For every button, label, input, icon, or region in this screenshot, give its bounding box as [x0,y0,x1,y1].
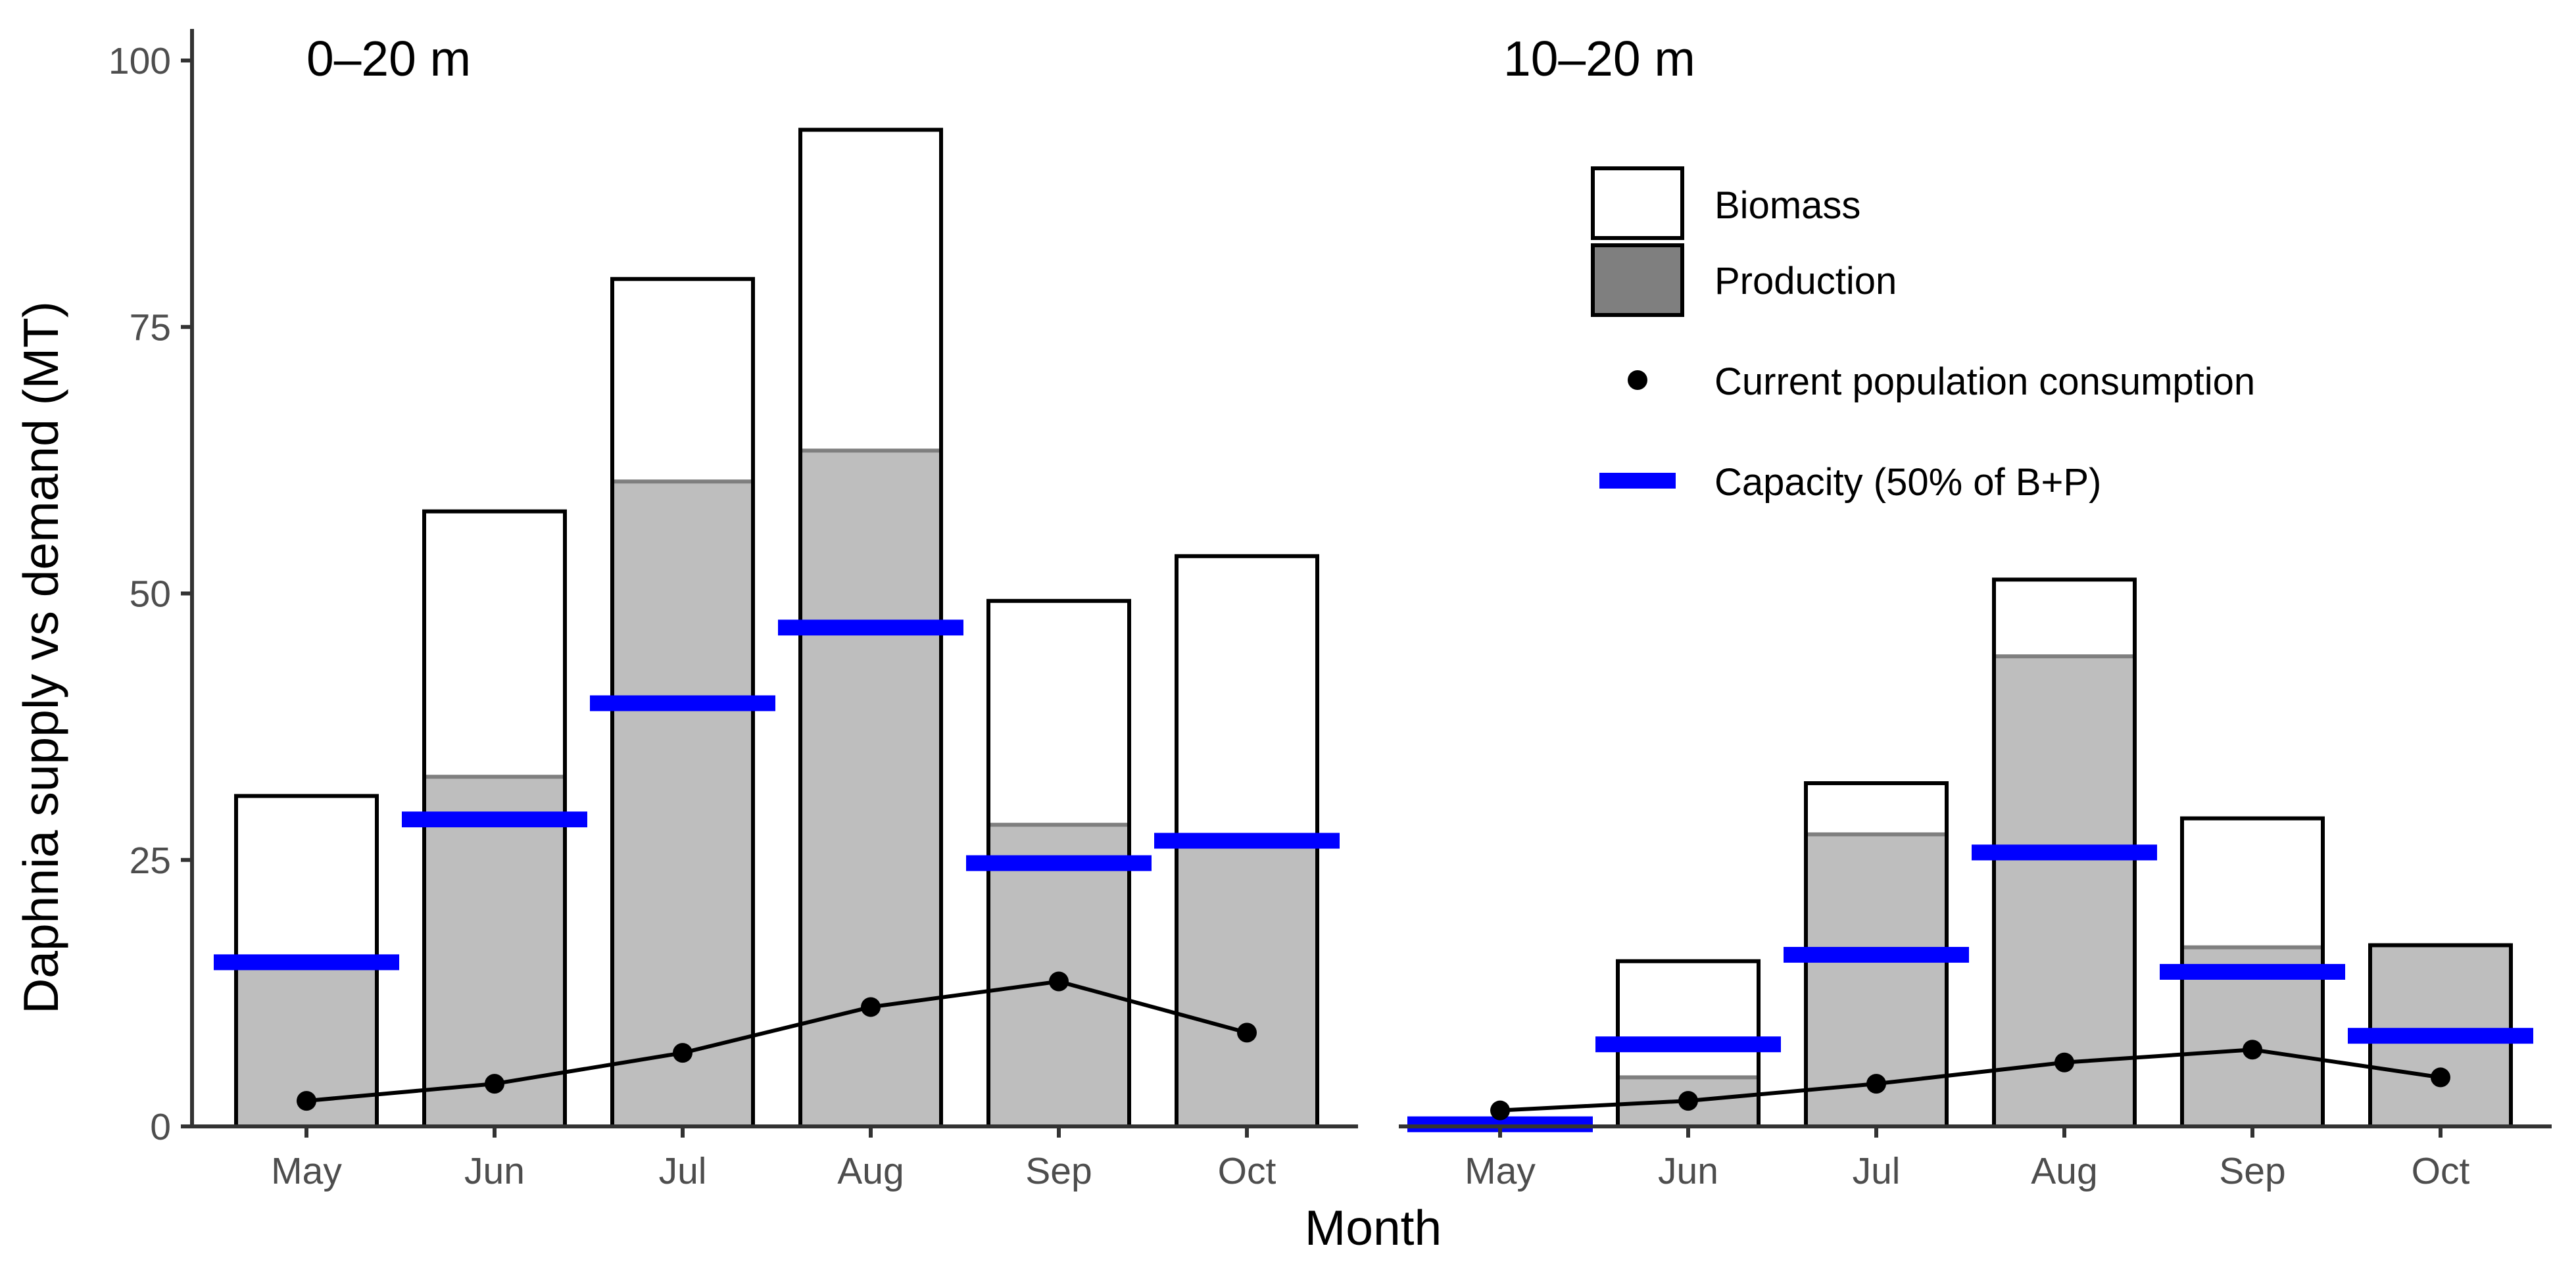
consumption-point [297,1091,316,1111]
x-tick-label: Sep [2219,1150,2285,1192]
consumption-point [2431,1067,2450,1088]
y-tick-label: 50 [130,573,171,615]
y-tick-label: 25 [130,840,171,882]
consumption-point [1237,1023,1257,1043]
x-tick-label: Aug [837,1150,904,1192]
x-tick-label: Sep [1025,1150,1092,1192]
legend: Biomass Production Current population cons… [1591,166,2255,504]
capacity-mark [2348,1028,2533,1044]
capacity-mark [402,811,587,828]
consumption-line [1499,1048,2441,1113]
consumption-point [2054,1052,2074,1072]
panel-0-to-20m: May Jun Jul Aug Sep Oct 0–20 m [186,31,1358,1192]
production-bar [800,450,941,1126]
capacity-mark [1154,832,1340,849]
x-tick-label: May [271,1150,342,1192]
x-tick-label: Oct [2412,1150,2470,1192]
capacity-mark [1595,1036,1781,1053]
consumption-point [673,1043,693,1063]
x-axis-title: Month [1305,1200,1442,1255]
legend-capacity-label: Capacity (50% of B+P) [1714,461,2101,504]
x-tick-label: Jun [1658,1150,1718,1192]
panel-title: 0–20 m [306,31,471,86]
consumption-point [485,1074,504,1094]
capacity-mark [1784,947,1969,963]
capacity-mark [966,855,1152,871]
x-tick-label: Oct [1218,1150,1276,1192]
consumption-point [1866,1074,1886,1094]
capacity-mark [2160,963,2345,980]
capacity-mark [590,695,775,711]
legend-biomass-label: Biomass [1714,184,1860,227]
production-bar [1177,844,1317,1126]
consumption-point [1049,971,1069,992]
x-tick-label: May [1465,1150,1536,1192]
y-tick-label: 100 [109,40,171,82]
y-axis: 0 25 50 75 100 [109,29,194,1148]
x-tick-label: Aug [2031,1150,2097,1192]
capacity-mark [778,619,963,636]
legend-consumption-label: Current population consumption [1714,360,2255,403]
capacity-mark [214,954,399,971]
y-axis-title: Daphnia supply vs demand (MT) [13,301,68,1014]
production-bar [1994,656,2135,1126]
production-bar [424,777,565,1126]
consumption-point [861,997,881,1017]
consumption-point [2243,1040,2262,1060]
legend-production-label: Production [1714,260,1897,302]
production-bar [612,481,753,1126]
legend-consumption-key [1628,370,1647,390]
x-tick-label: Jul [659,1150,707,1192]
consumption-point [1678,1091,1698,1111]
x-tick-label: Jun [464,1150,525,1192]
legend-capacity-key [1599,473,1676,489]
panel-10-to-20m: May Jun Jul Aug Sep Oct 10–20 m [1399,31,2552,1192]
panel-title: 10–20 m [1503,31,1695,86]
legend-production-key [1591,243,1684,317]
y-tick-label: 0 [150,1106,171,1148]
capacity-mark [1972,844,2157,861]
legend-biomass-key [1591,166,1684,240]
x-tick-label: Jul [1853,1150,1901,1192]
y-tick-label: 75 [130,306,171,349]
consumption-line [306,979,1248,1103]
consumption-point [1490,1100,1510,1120]
